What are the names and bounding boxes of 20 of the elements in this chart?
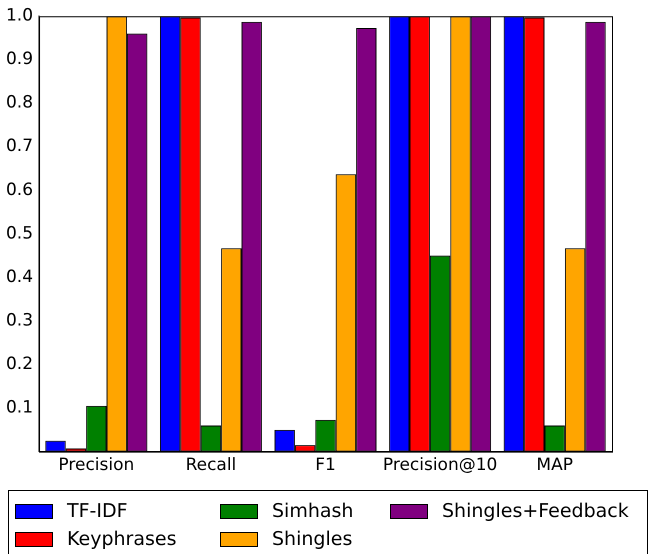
y-tick-label: 0.5	[6, 223, 34, 244]
y-tick-label: 0.7	[6, 136, 34, 156]
legend-label: Shingles	[272, 528, 352, 550]
legend-label: Keyphrases	[67, 528, 176, 550]
y-tick-label: 0.9	[6, 49, 34, 70]
y-tick-label: 1.0	[6, 6, 34, 26]
y-tick-label: 0.6	[6, 180, 34, 200]
x-tick-label: Recall	[186, 455, 236, 476]
x-tick-label: Precision@10	[382, 455, 498, 476]
x-tick-label: Precision	[58, 455, 134, 476]
x-tick-label: MAP	[536, 455, 573, 476]
y-tick-label: 0.2	[6, 354, 34, 374]
legend-label: Shingles+Feedback	[442, 500, 629, 522]
legend-label: Simhash	[272, 500, 354, 522]
x-tick-label: F1	[315, 455, 336, 476]
y-tick-label: 0.4	[6, 266, 34, 287]
y-tick-label: 0.1	[6, 397, 34, 418]
y-tick-label: 0.8	[6, 92, 34, 113]
legend-label: TF-IDF	[67, 500, 128, 522]
y-tick-label: 0.3	[6, 310, 34, 330]
